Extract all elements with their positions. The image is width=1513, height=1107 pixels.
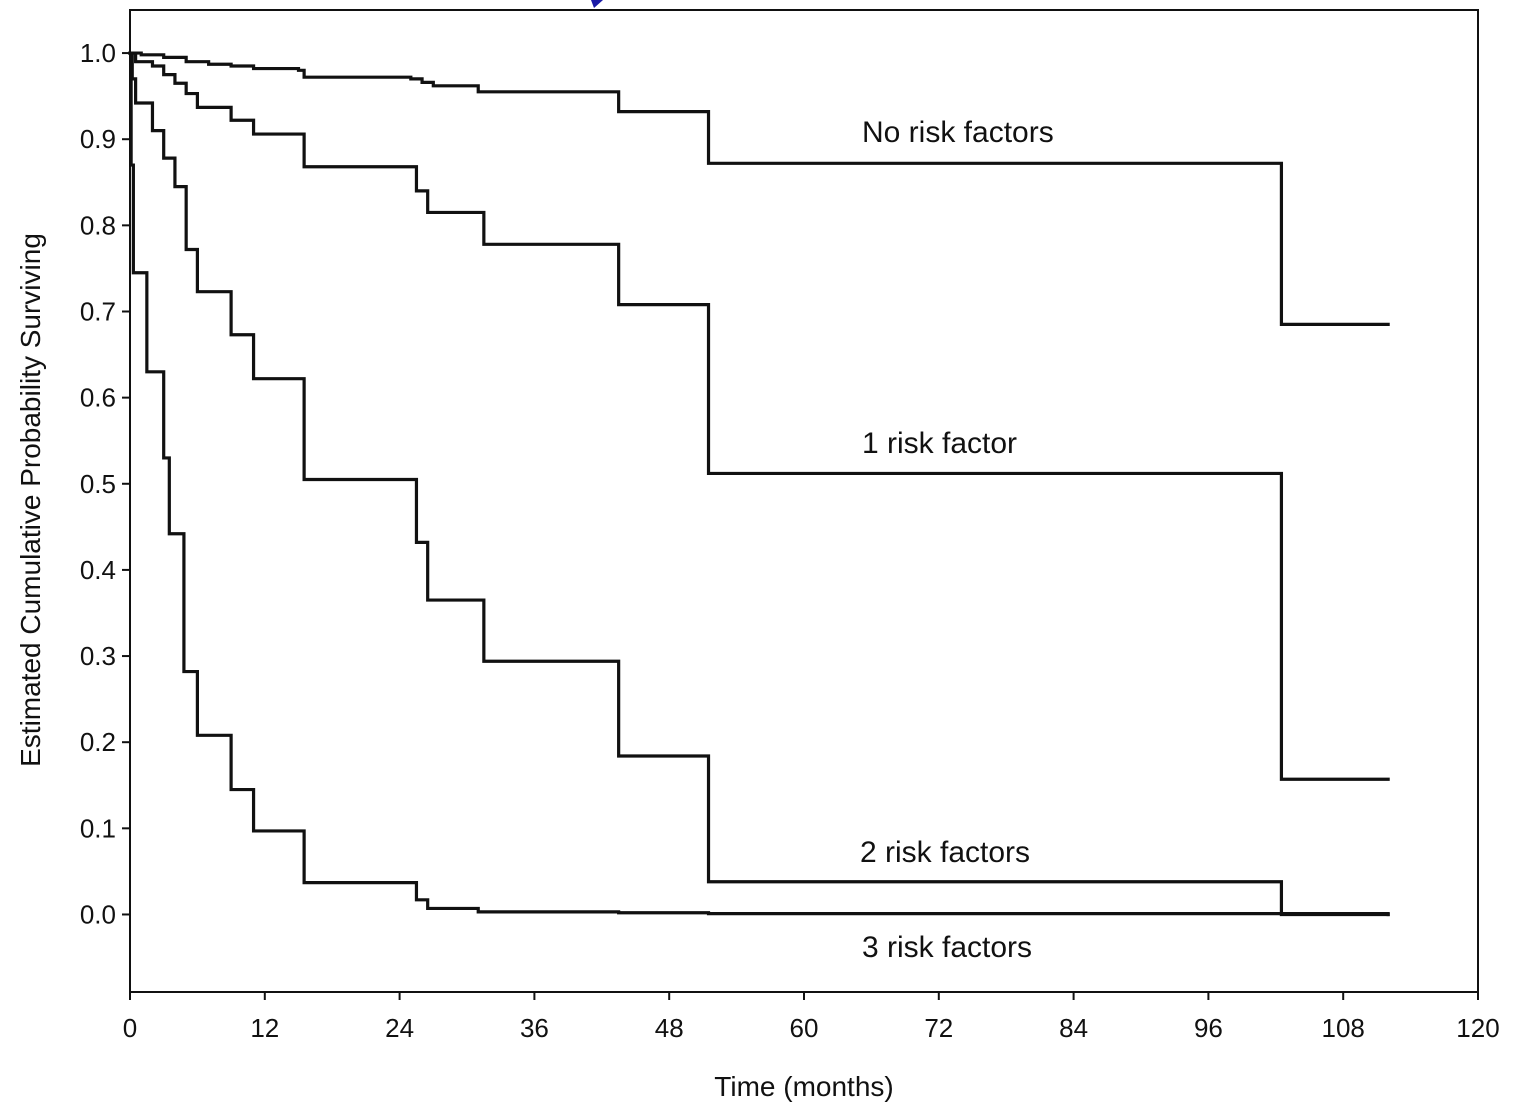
x-tick-label: 12 xyxy=(250,1013,279,1043)
y-tick-label: 0.4 xyxy=(80,555,116,585)
y-tick-label: 0.6 xyxy=(80,383,116,413)
series-label-3-risk-factors: 3 risk factors xyxy=(862,931,1032,964)
x-axis: 0 12 24 36 48 60 72 84 96 108 120 xyxy=(123,992,1500,1043)
y-tick-label: 0.9 xyxy=(80,124,116,154)
y-axis: 0.0 0.1 0.2 0.3 0.4 0.5 0.6 0.7 0.8 0.9 1.0 xyxy=(80,38,130,929)
y-tick-label: 0.3 xyxy=(80,641,116,671)
series-label-1-risk-factor: 1 risk factor xyxy=(862,427,1017,460)
y-axis-title: Estimated Cumulative Probability Survivi… xyxy=(15,233,46,767)
x-tick-label: 108 xyxy=(1322,1013,1365,1043)
plot-frame xyxy=(129,9,1479,993)
series-label-2-risk-factors: 2 risk factors xyxy=(860,836,1030,869)
series-line-2-risk-factors xyxy=(128,51,1390,917)
series-line-3-risk-factors xyxy=(128,51,1390,917)
y-tick-label: 0.5 xyxy=(80,469,116,499)
x-tick-label: 60 xyxy=(790,1013,819,1043)
x-tick-label: 0 xyxy=(123,1013,137,1043)
series-label-no-risk-factors: No risk factors xyxy=(862,116,1054,149)
series-labels: No risk factors 1 risk factor 2 risk facto… xyxy=(860,116,1054,964)
cropped-title-fragment xyxy=(591,0,603,8)
y-tick-label: 0.7 xyxy=(80,296,116,326)
y-tick-label: 0.8 xyxy=(80,210,116,240)
series-group xyxy=(128,51,1390,917)
y-tick-label: 1.0 xyxy=(80,38,116,68)
x-axis-title: Time (months) xyxy=(714,1071,893,1102)
x-tick-label: 48 xyxy=(655,1013,684,1043)
x-tick-label: 24 xyxy=(385,1013,414,1043)
x-tick-label: 72 xyxy=(924,1013,953,1043)
series-line-1-risk-factor xyxy=(128,51,1390,781)
x-tick-label: 36 xyxy=(520,1013,549,1043)
x-tick-label: 84 xyxy=(1059,1013,1088,1043)
x-tick-label: 120 xyxy=(1456,1013,1499,1043)
x-tick-label: 96 xyxy=(1194,1013,1223,1043)
y-tick-label: 0.2 xyxy=(80,727,116,757)
series-line-no-risk-factors xyxy=(128,51,1390,327)
y-tick-label: 0.1 xyxy=(80,813,116,843)
y-tick-label: 0.0 xyxy=(80,899,116,929)
